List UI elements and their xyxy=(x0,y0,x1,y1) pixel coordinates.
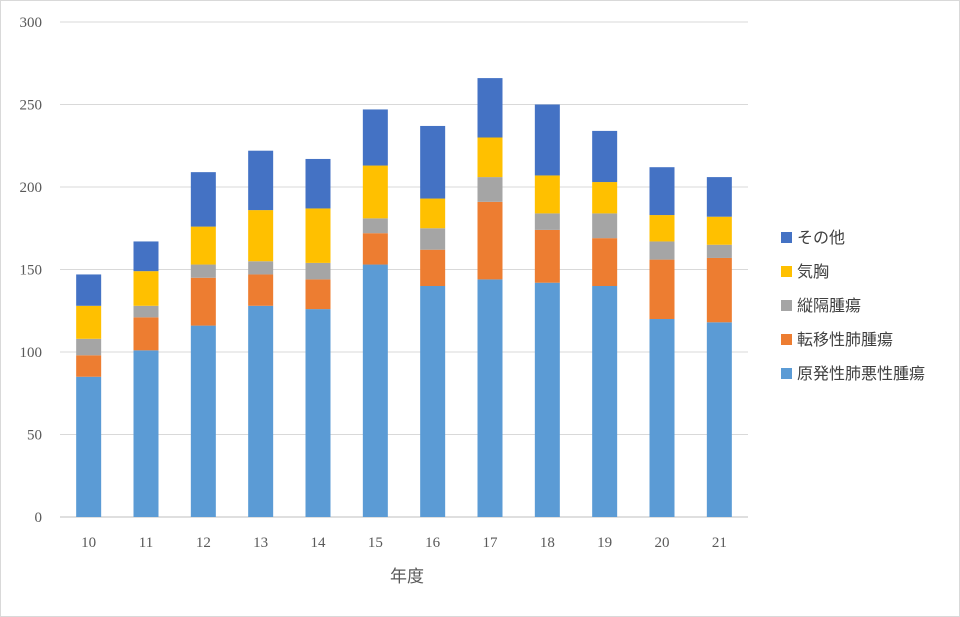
bar-segment xyxy=(76,305,102,339)
bar-segment xyxy=(592,130,618,183)
x-tick-label: 10 xyxy=(81,535,96,551)
y-tick-label: 0 xyxy=(35,510,43,526)
bar-segment xyxy=(76,376,102,517)
bar-segment xyxy=(248,261,274,275)
x-tick-label: 16 xyxy=(425,535,441,551)
x-tick-label: 12 xyxy=(196,535,211,551)
bar-segment xyxy=(133,350,159,517)
legend-swatch xyxy=(781,232,792,243)
y-tick-label: 250 xyxy=(20,98,43,114)
bar-segment xyxy=(649,167,675,216)
legend-label: その他 xyxy=(797,228,845,247)
bar-segment xyxy=(534,213,560,230)
bar-segment xyxy=(592,213,618,239)
bar-segment xyxy=(420,286,446,517)
bar-series xyxy=(76,78,732,517)
bar-segment xyxy=(362,264,388,517)
bar-segment xyxy=(248,210,274,262)
legend-swatch xyxy=(781,368,792,379)
bar-segment xyxy=(76,355,102,377)
bar-segment xyxy=(706,257,732,323)
bar-segment xyxy=(190,264,216,278)
bar-segment xyxy=(362,233,388,265)
bar-segment xyxy=(706,244,732,258)
bar-segment xyxy=(420,249,446,286)
bar-segment xyxy=(592,238,618,286)
bar-segment xyxy=(477,201,503,280)
y-tick-label: 50 xyxy=(27,428,42,444)
y-axis-ticks: 0 50 100 150 200 250 300 xyxy=(20,15,43,526)
bar-segment xyxy=(190,226,216,265)
bar-segment xyxy=(534,104,560,176)
legend-label: 転移性肺腫瘍 xyxy=(797,330,893,349)
bar-segment xyxy=(477,137,503,178)
bar-segment xyxy=(649,319,675,517)
y-tick-label: 150 xyxy=(20,263,43,279)
bar-segment xyxy=(305,158,331,209)
bar-segment xyxy=(362,165,388,219)
bar-segment xyxy=(305,262,331,280)
bar-segment xyxy=(706,322,732,517)
legend-swatch xyxy=(781,334,792,345)
bar-segment xyxy=(649,241,675,260)
legend-label: 縦隔腫瘍 xyxy=(797,296,861,315)
bar-segment xyxy=(706,216,732,245)
x-tick-label: 15 xyxy=(368,535,383,551)
bar-segment xyxy=(190,325,216,517)
bar-segment xyxy=(133,305,159,318)
y-tick-label: 300 xyxy=(20,15,43,31)
bar-segment xyxy=(190,172,216,227)
bar-segment xyxy=(534,229,560,283)
bar-segment xyxy=(305,279,331,310)
bar-segment xyxy=(190,277,216,326)
bar-segment xyxy=(133,271,159,306)
bar-segment xyxy=(305,309,331,517)
bar-segment xyxy=(534,282,560,517)
bar-segment xyxy=(477,78,503,138)
bar-segment xyxy=(420,228,446,250)
legend-swatch xyxy=(781,300,792,311)
legend-swatch xyxy=(781,266,792,277)
bar-segment xyxy=(420,125,446,199)
x-tick-label: 20 xyxy=(655,535,670,551)
x-tick-label: 19 xyxy=(597,535,612,551)
bar-segment xyxy=(477,279,503,517)
bar-segment xyxy=(133,241,159,272)
bar-segment xyxy=(420,198,446,229)
bar-segment xyxy=(592,182,618,214)
y-tick-label: 200 xyxy=(20,180,43,196)
bar-segment xyxy=(248,305,274,517)
bar-segment xyxy=(362,218,388,234)
bar-segment xyxy=(649,259,675,319)
bar-segment xyxy=(76,274,102,306)
x-tick-label: 13 xyxy=(253,535,268,551)
x-tick-label: 21 xyxy=(712,535,727,551)
bar-segment xyxy=(592,286,618,517)
x-tick-label: 17 xyxy=(483,535,499,551)
bar-segment xyxy=(534,175,560,214)
x-axis-ticks: 10 11 12 13 14 15 16 17 18 19 20 21 xyxy=(81,535,727,551)
bar-segment xyxy=(477,177,503,202)
gridlines xyxy=(60,21,748,518)
bar-segment xyxy=(706,177,732,217)
legend-label: 気胸 xyxy=(797,262,829,281)
x-tick-label: 14 xyxy=(311,535,327,551)
bar-segment xyxy=(133,317,159,351)
x-tick-label: 18 xyxy=(540,535,555,551)
bar-segment xyxy=(362,109,388,166)
legend-label: 原発性肺悪性腫瘍 xyxy=(797,364,925,383)
x-tick-label: 11 xyxy=(139,535,153,551)
bar-segment xyxy=(649,215,675,242)
bar-segment xyxy=(248,150,274,211)
y-tick-label: 100 xyxy=(20,345,43,361)
bar-segment xyxy=(248,274,274,306)
bar-segment xyxy=(305,208,331,263)
x-axis-title: 年度 xyxy=(390,567,424,587)
bar-segment xyxy=(76,338,102,356)
